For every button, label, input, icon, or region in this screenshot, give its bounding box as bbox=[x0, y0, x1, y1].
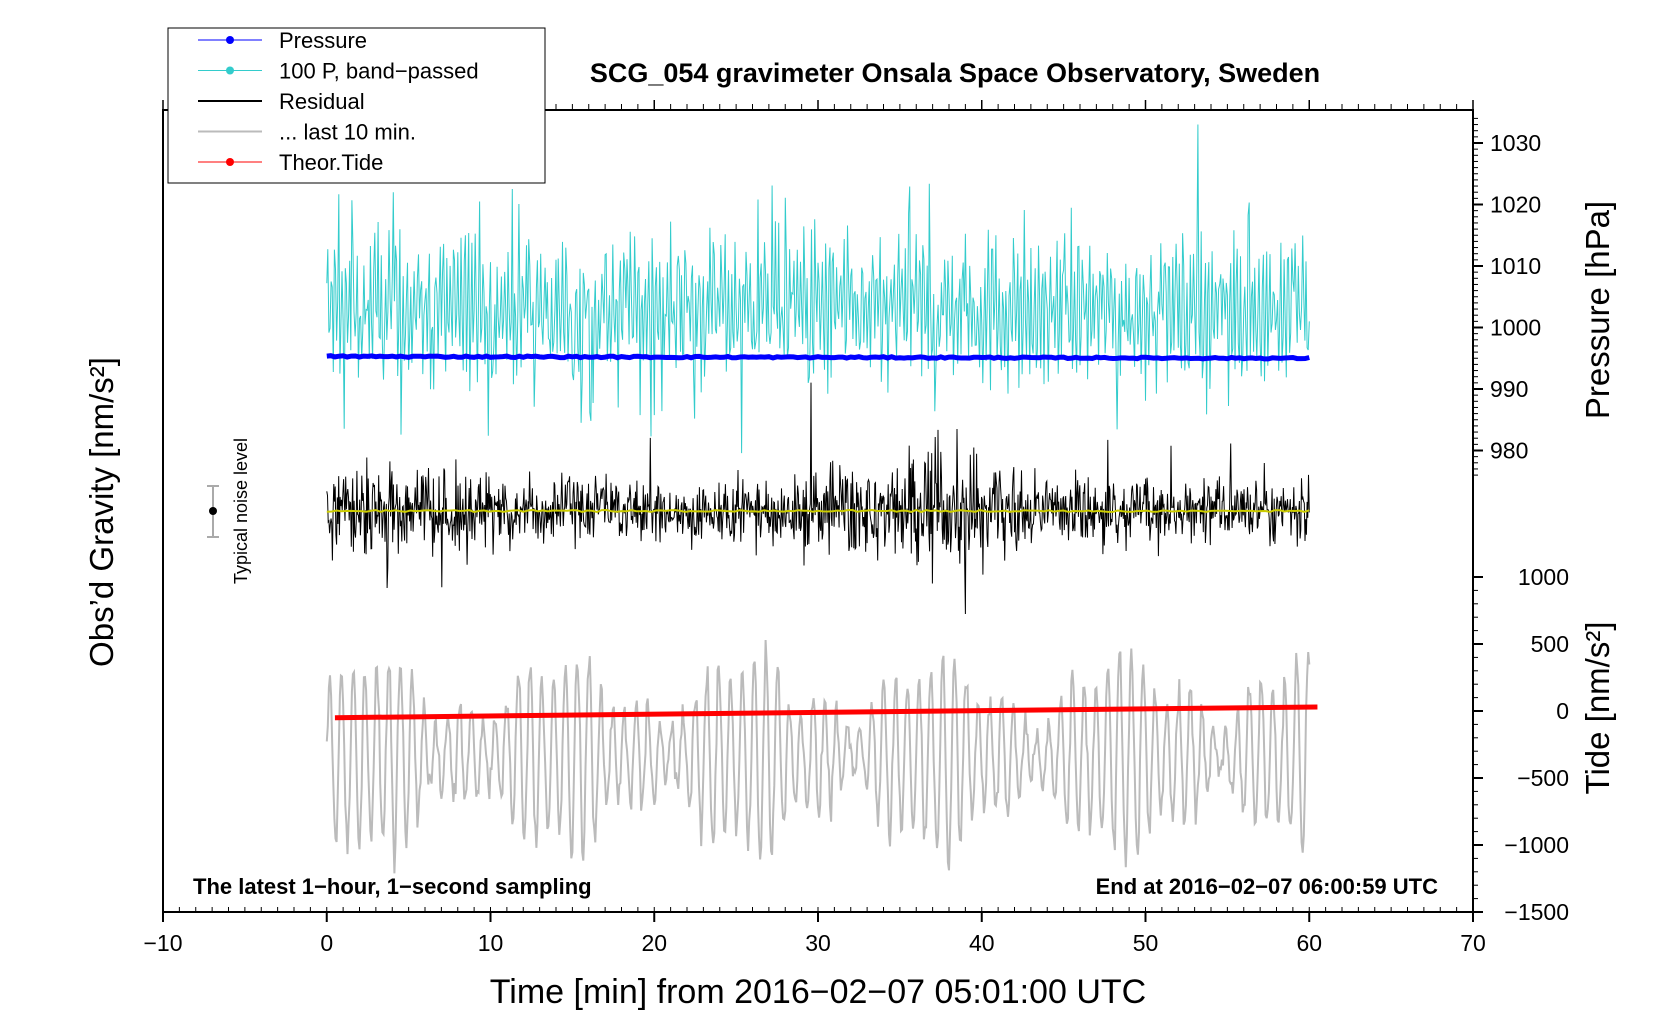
minor-ticks bbox=[162, 100, 1474, 912]
x-axis: −10 0 10 20 30 40 50 60 70 bbox=[143, 912, 1486, 956]
legend: Pressure 100 P, band−passed Residual ... la… bbox=[167, 27, 546, 184]
end-time-note: End at 2016−02−07 06:00:59 UTC bbox=[1096, 874, 1439, 899]
chart-title: SCG_054 gravimeter Onsala Space Observat… bbox=[590, 58, 1320, 88]
noise-level-dot bbox=[209, 507, 217, 515]
x-tick-label: 0 bbox=[320, 930, 333, 956]
pressure-tick-label: 1010 bbox=[1490, 253, 1541, 279]
x-tick-label: −10 bbox=[143, 930, 182, 956]
tide-tick-label: 0 bbox=[1556, 698, 1569, 724]
tide-axis: −1500 −1000 −500 0 500 1000 bbox=[1473, 564, 1569, 925]
pressure-tick-label: 1020 bbox=[1490, 192, 1541, 218]
x-tick-label: 10 bbox=[478, 930, 504, 956]
noise-level-indicator bbox=[207, 485, 219, 538]
legend-marker bbox=[226, 36, 234, 44]
x-tick-label: 60 bbox=[1296, 930, 1322, 956]
tide-tick-label: −500 bbox=[1517, 765, 1569, 791]
tide-tick-label: 1000 bbox=[1518, 564, 1569, 590]
x-tick-label: 30 bbox=[805, 930, 831, 956]
legend-label: Residual bbox=[279, 89, 365, 114]
legend-label: Pressure bbox=[279, 28, 367, 53]
pressure-line bbox=[326, 353, 1310, 362]
y-axis-label-tide: Tide [nm/s²] bbox=[1579, 622, 1616, 795]
x-tick-label: 40 bbox=[969, 930, 995, 956]
y-axis-label-pressure: Pressure [hPa] bbox=[1579, 201, 1616, 419]
pressure-tick-label: 1030 bbox=[1490, 130, 1541, 156]
legend-label: 100 P, band−passed bbox=[279, 59, 479, 84]
theoretical-tide-line bbox=[334, 704, 1318, 721]
x-axis-label: Time [min] from 2016−02−07 05:01:00 UTC bbox=[490, 973, 1146, 1011]
residual-smoothed-line bbox=[326, 508, 1310, 514]
noise-level-label: Typical noise level bbox=[231, 438, 251, 584]
pressure-axis: 980 990 1000 1010 1020 1030 bbox=[1473, 117, 1541, 476]
tide-tick-label: −1000 bbox=[1504, 832, 1569, 858]
tide-tick-label: −1500 bbox=[1504, 899, 1569, 925]
legend-label: Theor.Tide bbox=[279, 150, 383, 175]
last-10-min-line bbox=[325, 639, 1311, 874]
pressure-tick-label: 980 bbox=[1490, 438, 1528, 464]
legend-label: ... last 10 min. bbox=[279, 120, 416, 145]
y-axis-label-gravity: Obs’d Gravity [nm/s²] bbox=[83, 357, 120, 667]
data-traces bbox=[325, 124, 1318, 874]
pressure-tick-label: 990 bbox=[1490, 376, 1528, 402]
residual-line bbox=[326, 382, 1310, 615]
legend-box bbox=[167, 27, 546, 184]
x-tick-label: 70 bbox=[1460, 930, 1486, 956]
sampling-note: The latest 1−hour, 1−second sampling bbox=[193, 874, 592, 899]
pressure-bandpassed-line bbox=[326, 124, 1310, 454]
x-tick-label: 50 bbox=[1133, 930, 1159, 956]
legend-marker bbox=[226, 158, 234, 166]
legend-marker bbox=[226, 66, 234, 75]
pressure-tick-label: 1000 bbox=[1490, 315, 1541, 341]
tide-tick-label: 500 bbox=[1531, 631, 1569, 657]
x-tick-label: 20 bbox=[641, 930, 667, 956]
